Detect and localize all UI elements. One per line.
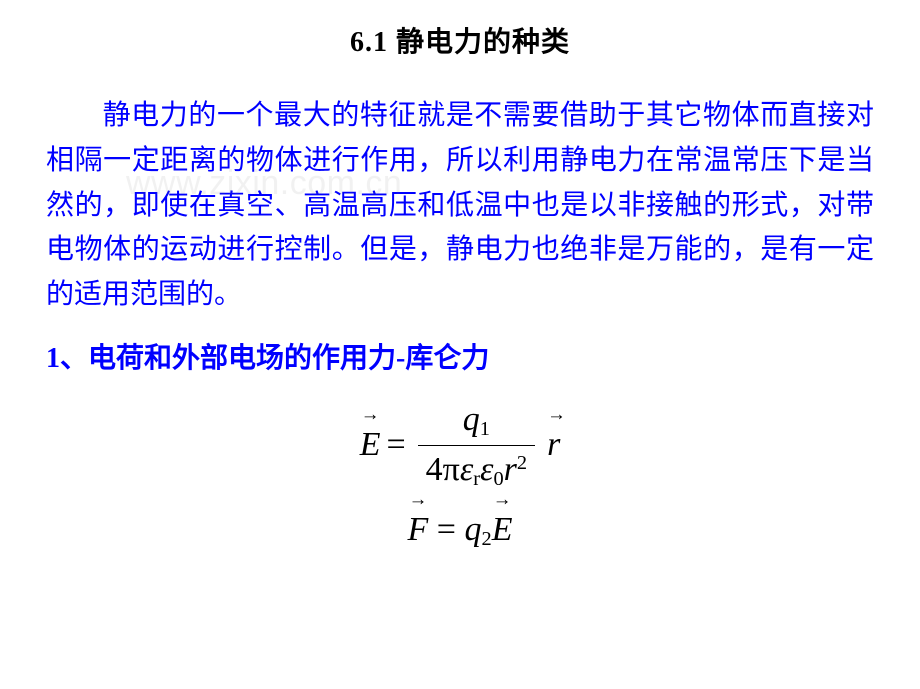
subscript-1: 1 xyxy=(480,418,490,440)
sub-heading: 1、电荷和外部电场的作用力-库仑力 xyxy=(46,336,874,376)
body-paragraph: 静电力的一个最大的特征就是不需要借助于其它物体而直接对相隔一定距离的物体进行作用… xyxy=(46,94,874,318)
section-number: 6.1 xyxy=(350,27,388,58)
const-4: 4 xyxy=(426,451,443,488)
section-title-text: 静电力的种类 xyxy=(396,27,570,58)
symbol-epsilon-0: ε xyxy=(480,451,493,488)
sub-heading-number: 1 xyxy=(46,343,60,374)
equation-1: → E = q1 4πεrε0r2 → r xyxy=(360,398,561,492)
subscript-2: 2 xyxy=(481,528,491,550)
equation-2: → F = q2 → E xyxy=(408,508,513,553)
equals-sign: = xyxy=(437,511,456,548)
symbol-E: E xyxy=(360,426,381,463)
symbol-pi: π xyxy=(443,451,460,488)
vector-E2: → E xyxy=(492,508,513,552)
symbol-q2: q xyxy=(464,511,481,548)
vector-E: → E xyxy=(360,423,381,467)
fraction: q1 4πεrε0r2 xyxy=(418,398,535,492)
equals-sign: = xyxy=(386,423,405,467)
section-title: 6.1 静电力的种类 xyxy=(46,20,874,60)
sub-heading-dash: - xyxy=(396,343,405,374)
symbol-r-vec: r xyxy=(547,426,560,463)
symbol-E2: E xyxy=(492,511,513,548)
subscript-0: 0 xyxy=(493,468,503,490)
vector-F: → F xyxy=(408,508,429,552)
sub-heading-sep: 、 xyxy=(60,343,88,374)
sub-heading-tail: 库仑力 xyxy=(405,343,489,374)
page: www.zixin.com.cn 6.1 静电力的种类 静电力的一个最大的特征就… xyxy=(0,0,920,689)
subscript-r: r xyxy=(473,468,480,490)
denominator: 4πεrε0r2 xyxy=(418,446,535,493)
symbol-q: q xyxy=(463,401,480,438)
vector-r: → r xyxy=(547,423,560,467)
superscript-2: 2 xyxy=(517,451,527,473)
numerator: q1 xyxy=(418,398,535,446)
symbol-F: F xyxy=(408,511,429,548)
symbol-epsilon-r: ε xyxy=(460,451,473,488)
symbol-r: r xyxy=(504,451,517,488)
sub-heading-text: 电荷和外部电场的作用力 xyxy=(88,343,396,374)
formula-block: → E = q1 4πεrε0r2 → r xyxy=(46,394,874,557)
body-text: 静电力的一个最大的特征就是不需要借助于其它物体而直接对相隔一定距离的物体进行作用… xyxy=(46,100,874,310)
